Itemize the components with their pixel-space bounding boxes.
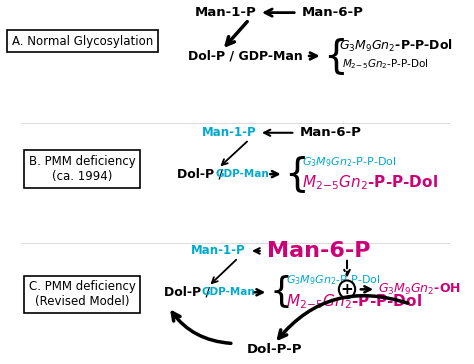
Text: GDP-Man: GDP-Man (202, 287, 256, 297)
Text: $G_3M_9Gn_2$-P-P-Dol: $G_3M_9Gn_2$-P-P-Dol (286, 274, 381, 287)
Text: $M_{2\!-\!5}Gn_2$-P-P-Dol: $M_{2\!-\!5}Gn_2$-P-P-Dol (342, 57, 428, 71)
Text: C. PMM deficiency
(Revised Model): C. PMM deficiency (Revised Model) (29, 280, 136, 308)
Text: Man-6-P: Man-6-P (300, 126, 362, 139)
Text: $G_3M_9Gn_2$-OH: $G_3M_9Gn_2$-OH (378, 282, 461, 297)
Text: $G_3M_9Gn_2$-P-P-Dol: $G_3M_9Gn_2$-P-P-Dol (339, 38, 453, 54)
Text: Man-1-P: Man-1-P (195, 6, 256, 19)
Text: +: + (341, 282, 354, 297)
Text: B. PMM deficiency
(ca. 1994): B. PMM deficiency (ca. 1994) (29, 155, 136, 183)
Text: {: { (284, 155, 309, 193)
Text: Dol-P /: Dol-P / (164, 286, 214, 299)
Text: Man-1-P: Man-1-P (191, 245, 246, 257)
Text: Dol-P-P: Dol-P-P (247, 343, 302, 356)
Text: Dol-P /: Dol-P / (177, 168, 227, 181)
Text: Man-6-P: Man-6-P (301, 6, 364, 19)
Text: A. Normal Glycosylation: A. Normal Glycosylation (12, 35, 153, 48)
Text: {: { (269, 275, 292, 309)
Text: $G_3M_9Gn_2$-P-P-Dol: $G_3M_9Gn_2$-P-P-Dol (301, 155, 396, 169)
Text: $M_{2\!-\!5}Gn_2$-P-P-Dol: $M_{2\!-\!5}Gn_2$-P-P-Dol (301, 174, 438, 192)
Text: Dol-P / GDP-Man: Dol-P / GDP-Man (188, 50, 303, 63)
Text: {: { (323, 37, 348, 75)
Text: $M_{2\!-\!5}Gn_2$-P-P-Dol: $M_{2\!-\!5}Gn_2$-P-P-Dol (286, 292, 422, 310)
Text: Man-6-P: Man-6-P (267, 241, 371, 261)
Text: Man-1-P: Man-1-P (202, 126, 256, 139)
Text: GDP-Man: GDP-Man (216, 169, 269, 179)
